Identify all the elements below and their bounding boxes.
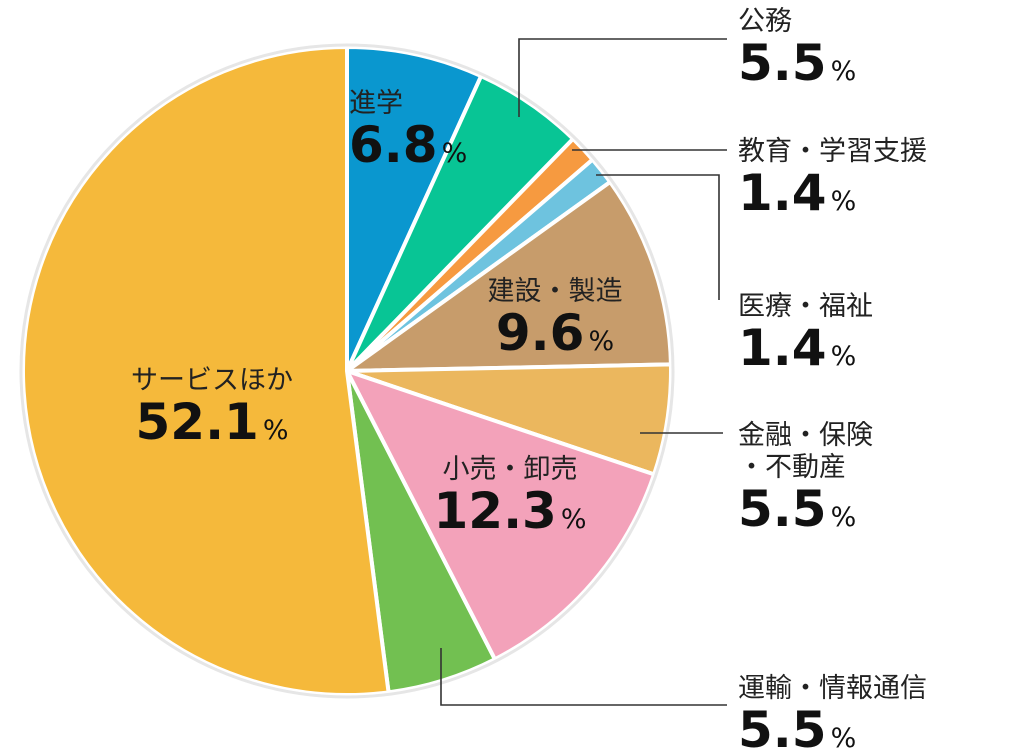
slice-1-category-label: 進学 bbox=[349, 88, 403, 119]
slice-5-label: 建設・製造9.6% bbox=[488, 276, 623, 362]
slice-5-wedge bbox=[345, 179, 673, 373]
slice-4-value-label: 1.4% bbox=[738, 319, 856, 377]
slice-6-value-label: 5.5% bbox=[738, 480, 856, 538]
slice-1-label: 進学6.8% bbox=[349, 88, 467, 174]
slice-8-category-label: 運輸・情報通信 bbox=[738, 673, 927, 704]
slice-9-value-label: 52.1% bbox=[135, 393, 288, 451]
slice-1-value-label: 6.8% bbox=[349, 116, 467, 174]
slice-2-category-label: 公務 bbox=[738, 6, 792, 37]
slice-1-wedge bbox=[345, 45, 484, 373]
slice-2-value-label: 5.5% bbox=[738, 34, 856, 92]
slice-9-wedge bbox=[20, 45, 391, 697]
pie-outline bbox=[19, 43, 675, 699]
slice-8-value-label: 5.5% bbox=[738, 701, 856, 753]
slice-2-label: 公務5.5% bbox=[738, 6, 856, 92]
slice-3-value-label: 1.4% bbox=[738, 164, 856, 222]
slice-5-category-label: 建設・製造 bbox=[488, 276, 623, 307]
slice-5-value-label: 9.6% bbox=[496, 304, 614, 362]
slice-2-leader-line bbox=[518, 38, 727, 117]
slice-4-leader-line bbox=[596, 174, 720, 300]
slice-6-category-label: 金融・保険・不動産 bbox=[738, 420, 873, 483]
slice-8-leader-line bbox=[440, 648, 727, 706]
slice-7-wedge bbox=[345, 369, 657, 662]
slice-7-category-label: 小売・卸売 bbox=[443, 454, 578, 485]
leader-lines bbox=[440, 38, 727, 706]
slice-7-value-label: 12.3% bbox=[433, 482, 586, 540]
slice-4-category-label: 医療・福祉 bbox=[738, 291, 873, 322]
slice-9-category-label: サービスほか bbox=[131, 365, 293, 396]
pie-slices bbox=[19, 43, 675, 699]
slice-4-label: 医療・福祉1.4% bbox=[738, 291, 873, 377]
slice-3-category-label: 教育・学習支援 bbox=[738, 136, 927, 167]
